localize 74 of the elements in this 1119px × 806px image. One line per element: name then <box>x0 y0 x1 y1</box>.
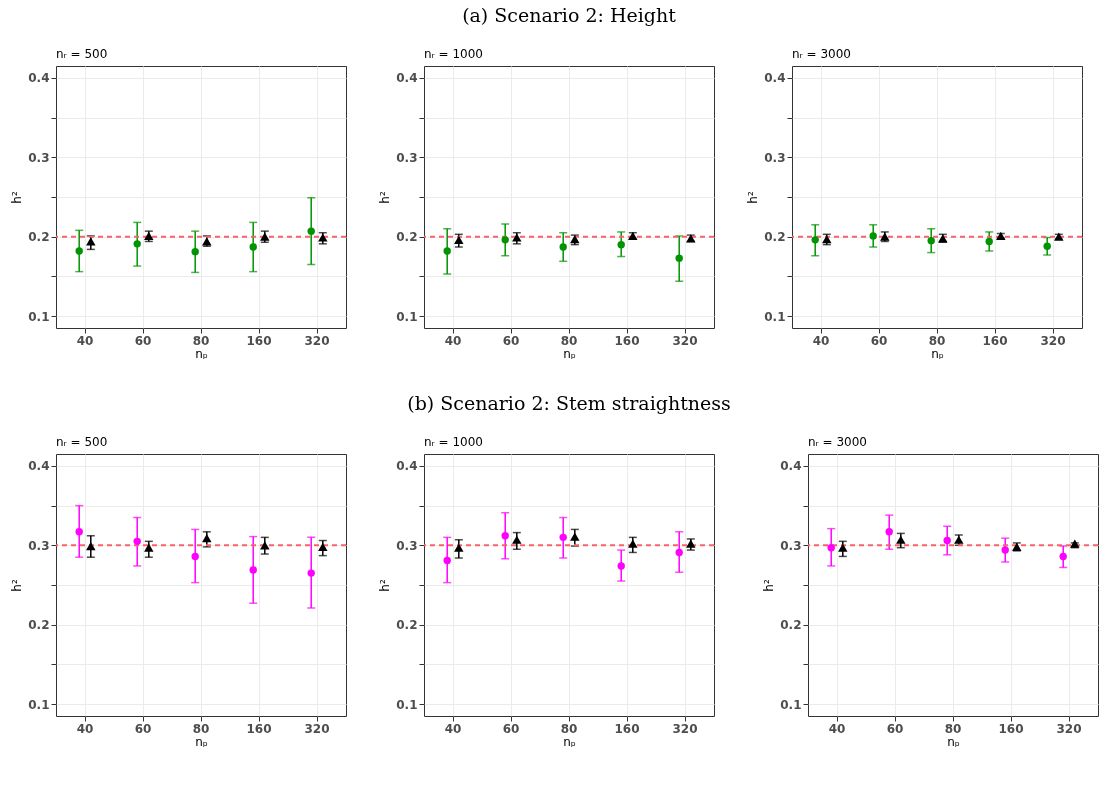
x-axis-title: nₚ <box>931 346 944 361</box>
x-tick-label: 40 <box>76 721 94 736</box>
y-tick-label: 0.3 <box>780 538 802 553</box>
y-tick-label: 0.2 <box>396 618 418 633</box>
chart-title: (a) Scenario 2: Height <box>462 4 677 26</box>
x-tick-label: 160 <box>246 721 272 736</box>
y-tick-label: 0.3 <box>396 538 418 553</box>
y-tick-label: 0.2 <box>28 618 50 633</box>
y-tick-label: 0.4 <box>28 71 50 86</box>
x-axis-title: nₚ <box>563 346 576 361</box>
y-axis-title: h² <box>762 579 777 592</box>
chart-subtitle: nᵣ = 1000 <box>424 435 483 449</box>
x-tick-label: 160 <box>246 333 272 348</box>
x-axis-title: nₚ <box>947 734 960 749</box>
x-tick-label: 160 <box>982 333 1008 348</box>
y-axis-title: h² <box>746 191 761 204</box>
x-tick-label: 320 <box>1040 333 1066 348</box>
x-tick-label: 80 <box>192 333 210 348</box>
chart-subtitle: nᵣ = 3000 <box>808 435 867 449</box>
y-axis-title: h² <box>10 579 25 592</box>
y-tick-label: 0.4 <box>780 459 802 474</box>
y-tick-label: 0.3 <box>764 150 786 165</box>
x-tick-label: 40 <box>828 721 846 736</box>
x-tick-label: 40 <box>444 333 462 348</box>
y-tick-label: 0.4 <box>396 459 418 474</box>
y-tick-label: 0.1 <box>396 309 418 324</box>
y-tick-label: 0.4 <box>28 459 50 474</box>
y-tick-label: 0.2 <box>764 230 786 245</box>
x-tick-label: 320 <box>672 721 698 736</box>
x-axis-title: nₚ <box>563 734 576 749</box>
y-axis-title: h² <box>378 191 393 204</box>
y-tick-label: 0.2 <box>28 230 50 245</box>
x-tick-label: 80 <box>928 333 946 348</box>
x-tick-label: 60 <box>134 333 152 348</box>
y-tick-label: 0.4 <box>764 71 786 86</box>
x-axis-title: nₚ <box>195 346 208 361</box>
y-tick-label: 0.3 <box>28 538 50 553</box>
chart-subtitle: nᵣ = 3000 <box>792 47 851 61</box>
y-axis-title: h² <box>378 579 393 592</box>
y-tick-label: 0.2 <box>396 230 418 245</box>
y-tick-label: 0.4 <box>396 71 418 86</box>
y-tick-label: 0.2 <box>780 618 802 633</box>
x-tick-label: 160 <box>998 721 1024 736</box>
y-tick-label: 0.1 <box>28 309 50 324</box>
x-tick-label: 80 <box>944 721 962 736</box>
x-tick-label: 320 <box>304 333 330 348</box>
x-tick-label: 80 <box>560 333 578 348</box>
x-tick-label: 60 <box>886 721 904 736</box>
x-tick-label: 60 <box>134 721 152 736</box>
x-tick-label: 40 <box>444 721 462 736</box>
x-tick-label: 80 <box>192 721 210 736</box>
x-tick-label: 160 <box>614 333 640 348</box>
chart-title: (b) Scenario 2: Stem straightness <box>407 392 731 414</box>
x-tick-label: 40 <box>76 333 94 348</box>
x-tick-label: 160 <box>614 721 640 736</box>
x-axis-title: nₚ <box>195 734 208 749</box>
x-tick-label: 320 <box>1056 721 1082 736</box>
chart-subtitle: nᵣ = 1000 <box>424 47 483 61</box>
chart-subtitle: nᵣ = 500 <box>56 435 108 449</box>
x-tick-label: 60 <box>870 333 888 348</box>
y-tick-label: 0.1 <box>396 697 418 712</box>
y-tick-label: 0.1 <box>764 309 786 324</box>
y-axis-title: h² <box>10 191 25 204</box>
y-tick-label: 0.3 <box>28 150 50 165</box>
x-tick-label: 80 <box>560 721 578 736</box>
x-tick-label: 40 <box>812 333 830 348</box>
y-tick-label: 0.1 <box>780 697 802 712</box>
y-tick-label: 0.3 <box>396 150 418 165</box>
x-tick-label: 60 <box>502 333 520 348</box>
chart-subtitle: nᵣ = 500 <box>56 47 108 61</box>
x-tick-label: 320 <box>304 721 330 736</box>
x-tick-label: 60 <box>502 721 520 736</box>
x-tick-label: 320 <box>672 333 698 348</box>
y-tick-label: 0.1 <box>28 697 50 712</box>
